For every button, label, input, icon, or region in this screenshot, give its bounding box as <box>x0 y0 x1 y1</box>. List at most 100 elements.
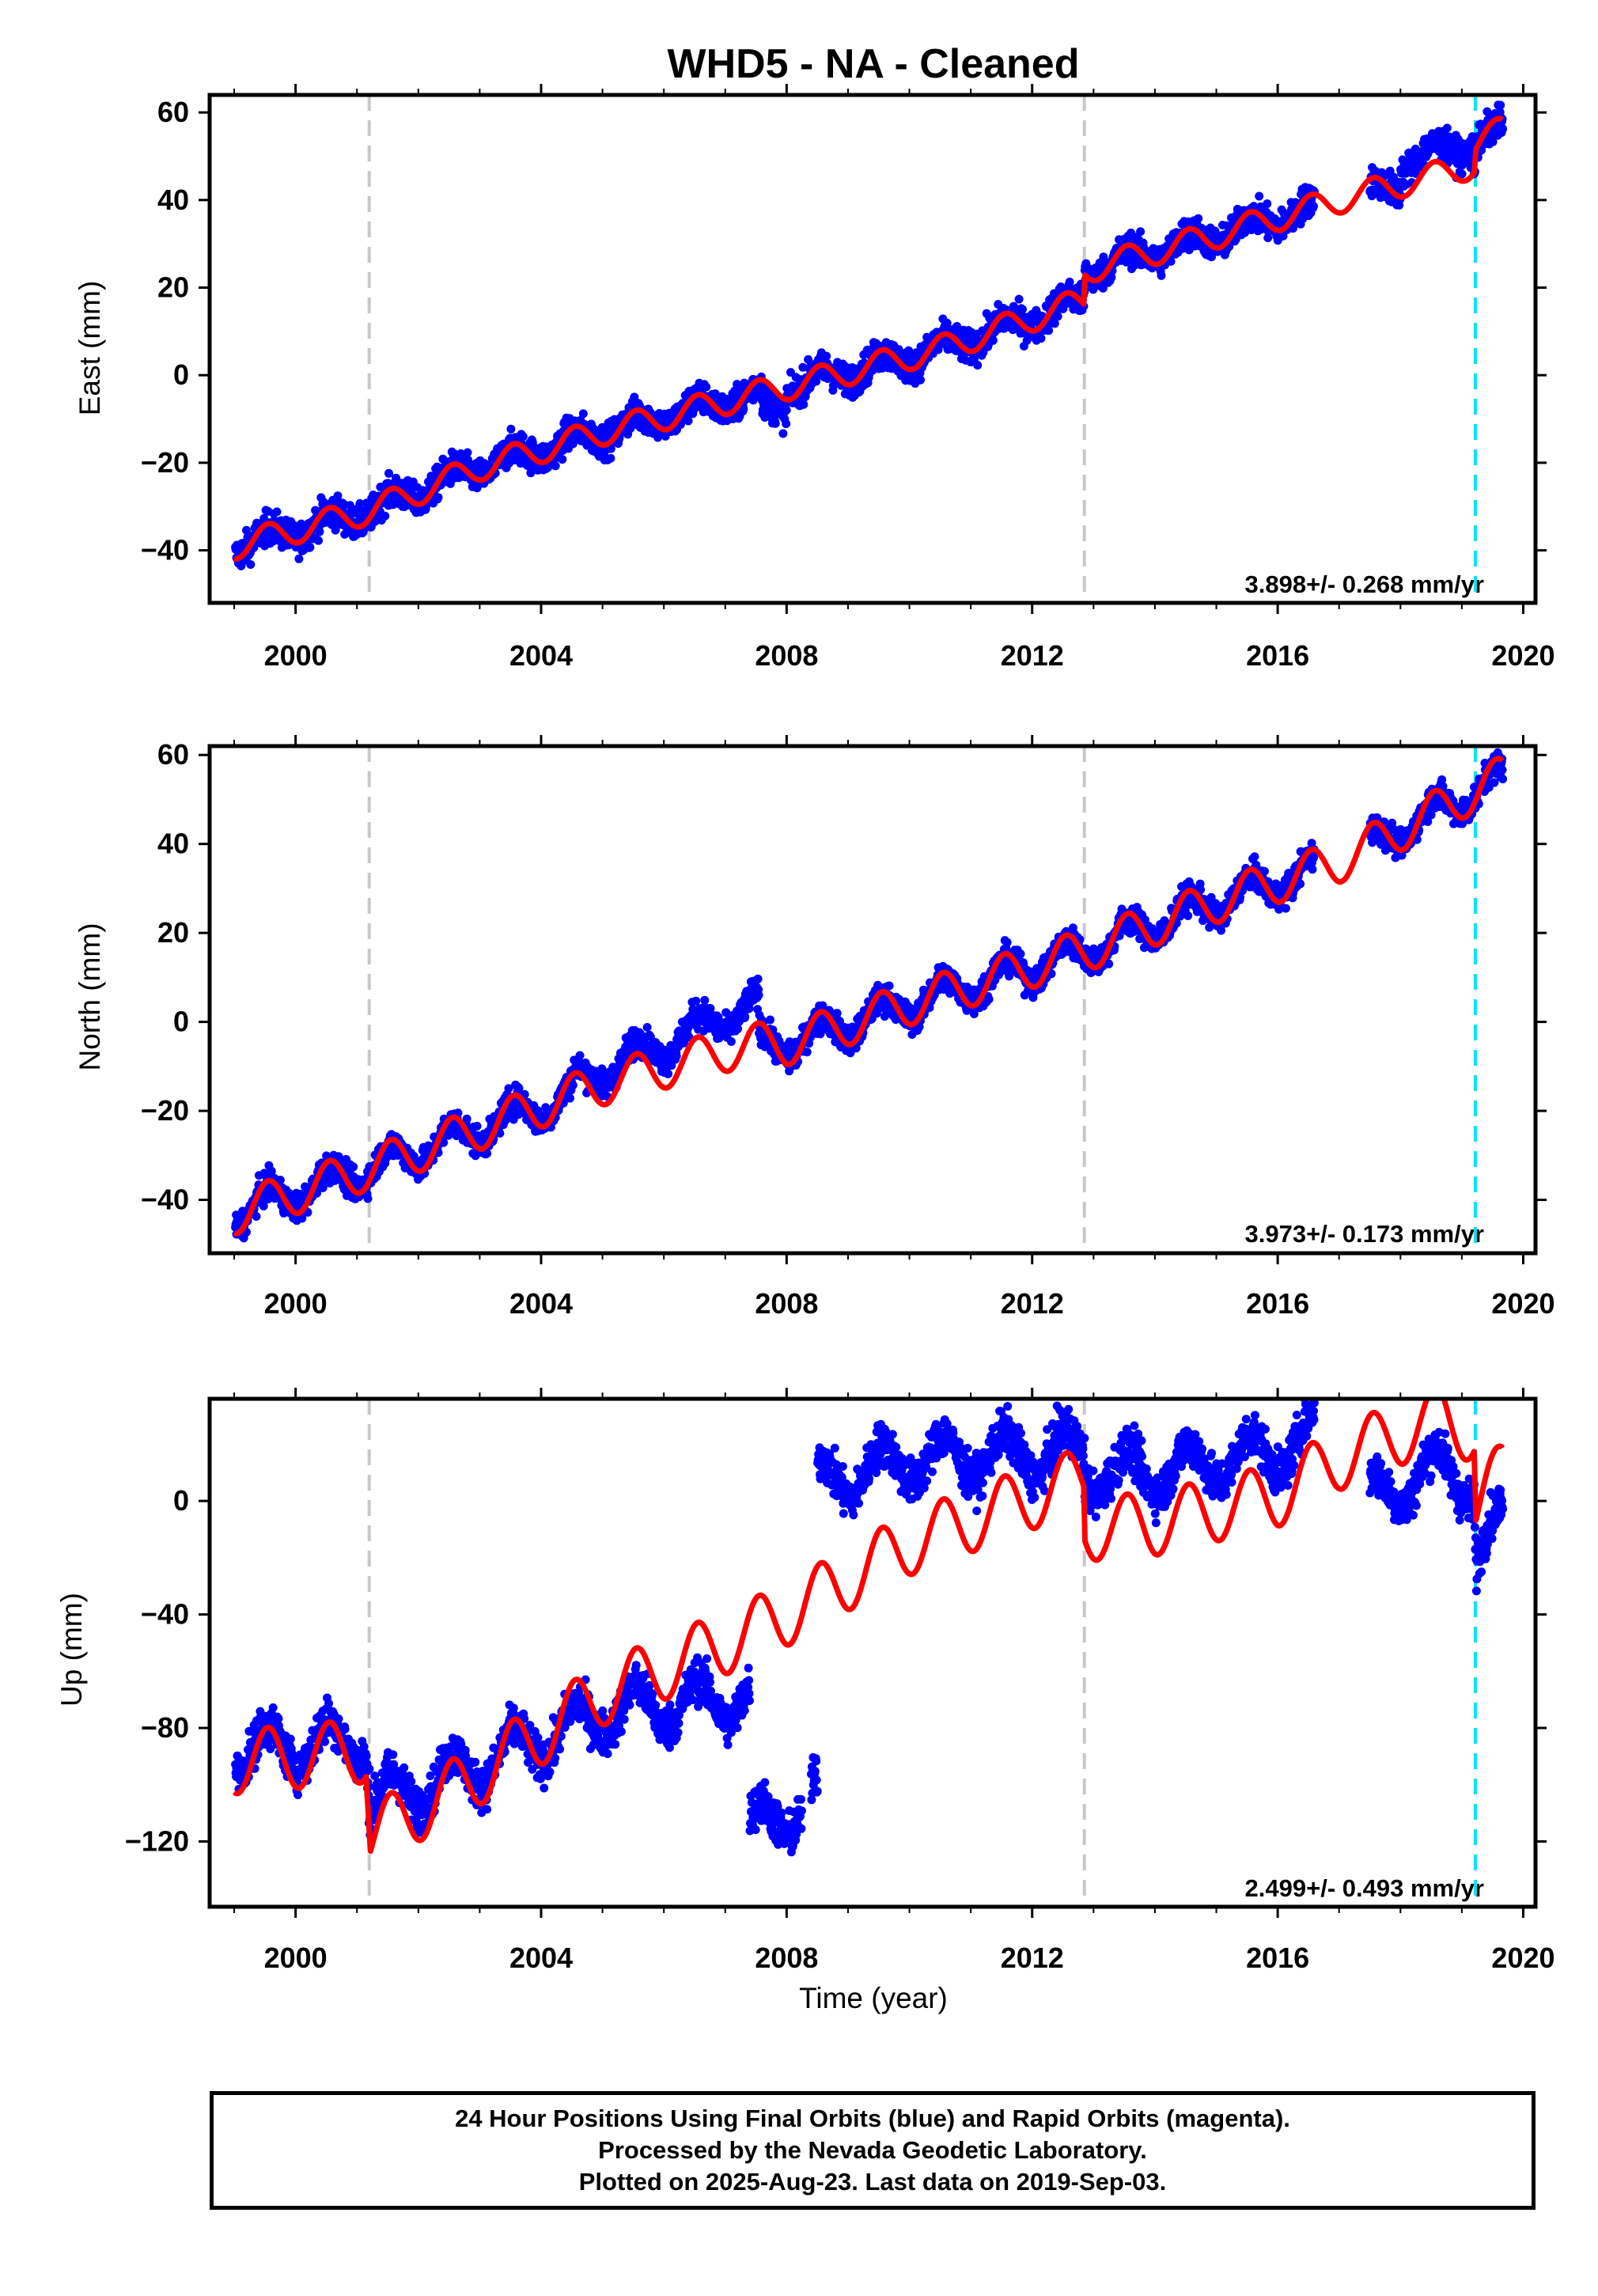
y-tick-label: 0 <box>173 1006 189 1038</box>
data-point <box>740 1012 750 1021</box>
y-tick-label: 20 <box>157 916 189 949</box>
x-tick-label: 2012 <box>1001 639 1064 672</box>
data-point <box>606 453 615 463</box>
data-point <box>246 560 256 569</box>
data-point <box>804 354 813 364</box>
data-point <box>1009 301 1018 311</box>
data-point <box>518 432 528 441</box>
data-point <box>566 1093 574 1103</box>
data-point <box>315 527 324 536</box>
data-point <box>754 991 763 1000</box>
x-tick-label: 2016 <box>1246 639 1309 672</box>
rate-label-north: 3.973+/- 0.173 mm/yr <box>1245 1220 1484 1248</box>
data-point <box>1496 100 1505 110</box>
data-point <box>672 1051 681 1061</box>
x-tick-label: 2000 <box>264 1287 328 1320</box>
data-point <box>782 406 791 415</box>
y-tick-label: −40 <box>141 534 189 566</box>
data-point <box>630 392 639 402</box>
data-point <box>355 498 365 508</box>
data-point <box>799 400 808 409</box>
x-tick-label: 2020 <box>1491 639 1554 672</box>
x-tick-label: 2020 <box>1491 1287 1554 1320</box>
data-point <box>1065 277 1074 286</box>
data-point <box>506 424 516 434</box>
data-point <box>252 1212 261 1221</box>
data-point <box>1255 191 1264 201</box>
data-point <box>1018 305 1027 314</box>
y-tick-label: −40 <box>141 1184 189 1216</box>
y-tick-label: −20 <box>141 446 189 479</box>
y-tick-label: −20 <box>141 1094 189 1127</box>
data-point <box>726 1037 736 1046</box>
data-point <box>1309 202 1318 211</box>
data-point <box>988 335 998 345</box>
data-point <box>294 554 304 563</box>
data-point <box>1498 124 1508 134</box>
data-point <box>1263 233 1273 243</box>
data-point <box>305 543 315 552</box>
y-tick-label: 40 <box>157 828 189 860</box>
data-point <box>664 1069 673 1078</box>
ylabel-north: North (mm) <box>74 923 106 1070</box>
data-point <box>1014 294 1024 304</box>
data-point <box>782 419 791 429</box>
panel-north: North (mm) 3.973+/- 0.173 mm/yr 2000 2004… <box>74 735 1555 1320</box>
data-point <box>272 507 282 517</box>
data-point <box>1044 326 1054 335</box>
data-point <box>349 1162 358 1172</box>
data-point <box>916 375 925 385</box>
data-point <box>1157 271 1166 280</box>
data-point <box>606 444 615 453</box>
panel-east: East (mm) 3.898+/- 0.268 mm/yr 2000 2004 2… <box>74 84 1555 672</box>
y-tick-label: 40 <box>157 184 189 216</box>
data-point <box>558 455 567 464</box>
x-tick-label: 2004 <box>509 1287 573 1320</box>
data-point <box>463 448 472 457</box>
data-point <box>472 1121 482 1131</box>
data-point <box>333 491 343 501</box>
data-point <box>1442 123 1452 133</box>
data-point <box>1194 214 1203 223</box>
data-point <box>381 511 390 521</box>
x-tick-label: 2012 <box>1001 1287 1064 1320</box>
data-point <box>642 1023 652 1032</box>
data-point <box>702 382 711 392</box>
chart-title: WHD5 - NA - Cleaned <box>668 41 1080 87</box>
data-point <box>1053 312 1062 321</box>
x-tick-label: 2016 <box>1246 1287 1309 1320</box>
rate-label-east: 3.898+/- 0.268 mm/yr <box>1245 570 1484 598</box>
data-point <box>363 1194 373 1203</box>
data-point <box>778 429 788 438</box>
data-point <box>384 468 393 478</box>
data-point <box>733 380 742 389</box>
data-point <box>753 974 763 983</box>
ylabel-east: East (mm) <box>74 281 106 416</box>
x-tick-label: 2008 <box>755 639 818 672</box>
data-point <box>730 386 740 396</box>
data-point <box>551 461 560 471</box>
data-point <box>575 1051 585 1060</box>
data-point <box>434 493 443 502</box>
data-point <box>1263 199 1272 208</box>
data-point <box>700 995 710 1005</box>
data-point <box>314 536 323 545</box>
data-point <box>739 404 748 414</box>
y-tick-label: 20 <box>157 271 189 304</box>
data-point <box>771 419 780 428</box>
data-point <box>1136 227 1145 237</box>
y-tick-label: 60 <box>157 96 189 128</box>
y-tick-label: 0 <box>173 358 189 391</box>
x-tick-label: 2004 <box>509 639 573 672</box>
final-orbit-points <box>231 100 1508 570</box>
data-point <box>766 1015 774 1025</box>
data-point <box>684 416 693 426</box>
data-point <box>973 361 983 370</box>
data-point <box>526 468 536 478</box>
data-point <box>733 1024 743 1033</box>
data-point <box>691 996 701 1006</box>
x-tick-label: 2008 <box>755 1287 818 1320</box>
data-point <box>822 351 831 361</box>
data-point <box>578 409 588 419</box>
